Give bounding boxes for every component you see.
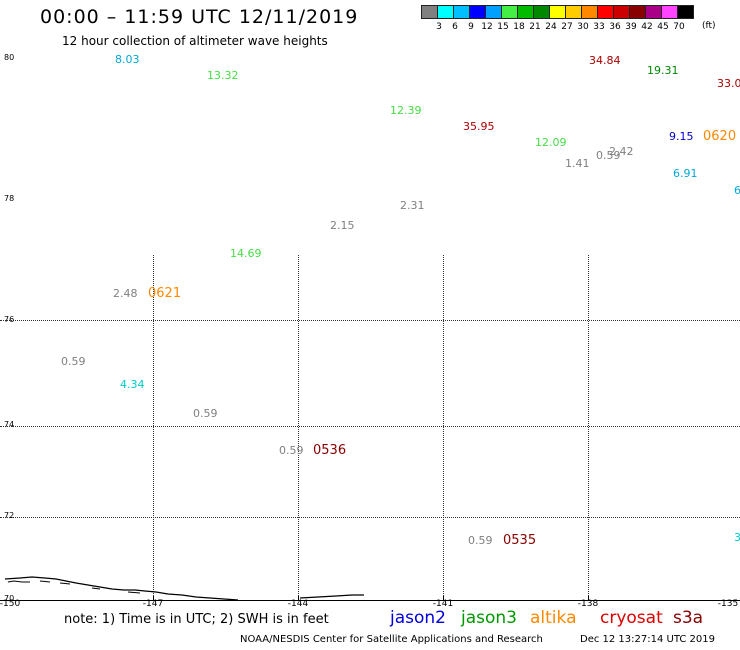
gridline-lat-72 — [0, 517, 740, 518]
wave-height-value: 1.41 — [565, 157, 590, 170]
legend-swatch — [645, 5, 662, 19]
wave-height-value: 4.34 — [120, 378, 145, 391]
wave-height-value: 14.69 — [230, 247, 262, 260]
lat-label: 70 — [4, 594, 15, 603]
wave-height-value: 0.59 — [279, 444, 304, 457]
wave-height-value: 33.0 — [717, 77, 740, 90]
axis-tick — [298, 596, 299, 601]
legend-swatch — [453, 5, 470, 19]
gridline-lon-141 — [443, 255, 444, 600]
generated-timestamp: Dec 12 13:27:14 UTC 2019 — [580, 634, 715, 645]
pass-time-label: 0536 — [313, 443, 347, 458]
legend-swatch — [437, 5, 454, 19]
legend-label: 36 — [609, 22, 621, 32]
wave-height-value: 0.59 — [193, 407, 218, 420]
wave-height-value: 0.59 — [468, 534, 493, 547]
credit-line: NOAA/NESDIS Center for Satellite Applica… — [240, 634, 543, 645]
legend-label: 15 — [497, 22, 509, 32]
wave-height-value: 8.03 — [115, 53, 140, 66]
legend-swatch — [421, 5, 438, 19]
legend-swatch — [597, 5, 614, 19]
map-subtitle: 12 hour collection of altimeter wave hei… — [62, 34, 328, 48]
map-bottom-frame — [0, 600, 740, 601]
satellite-cryosat: cryosat — [600, 608, 663, 628]
legend-label: 9 — [468, 22, 474, 32]
satellite-s3a: s3a — [673, 608, 704, 628]
units-note: note: 1) Time is in UTC; 2) SWH is in fe… — [64, 612, 329, 627]
legend-swatch — [565, 5, 582, 19]
wave-height-value: 6 — [734, 184, 740, 197]
satellite-jason3: jason3 — [461, 608, 517, 628]
map-title: 00:00 – 11:59 UTC 12/11/2019 — [40, 6, 359, 28]
gridline-lat-76 — [0, 320, 740, 321]
legend-label: 33 — [593, 22, 605, 32]
lon-label: -150 — [0, 599, 21, 609]
legend-label: 30 — [577, 22, 589, 32]
legend-label: 18 — [513, 22, 525, 32]
lon-label: -138 — [577, 599, 599, 609]
legend-label: 42 — [641, 22, 653, 32]
legend-swatch — [677, 5, 694, 19]
gridline-lon-147 — [153, 255, 154, 600]
wave-height-value: 19.31 — [647, 64, 679, 77]
pass-time-label: 0621 — [148, 286, 182, 301]
legend-swatch — [629, 5, 646, 19]
legend-unit: (ft) — [702, 21, 716, 31]
wave-height-value: 0.59 — [61, 355, 86, 368]
legend-label: 45 — [657, 22, 669, 32]
legend-label: 24 — [545, 22, 557, 32]
legend-label: 21 — [529, 22, 541, 32]
legend-label: 6 — [452, 22, 458, 32]
wave-height-value: 12.09 — [535, 136, 567, 149]
axis-tick — [443, 596, 444, 601]
legend-label: 70 — [673, 22, 685, 32]
wave-height-value: 2.48 — [113, 287, 138, 300]
lat-label: 74 — [4, 420, 15, 429]
wave-height-value: 34.84 — [589, 54, 621, 67]
lon-label: -147 — [142, 599, 164, 609]
legend-label: 27 — [561, 22, 573, 32]
legend-swatch — [581, 5, 598, 19]
lon-label: -144 — [287, 599, 309, 609]
pass-time-label: 0535 — [503, 533, 537, 548]
legend-swatch — [501, 5, 518, 19]
axis-tick — [588, 596, 589, 601]
wave-height-value: 2.42 — [609, 145, 634, 158]
wave-height-value: 3 — [734, 531, 740, 544]
color-legend — [421, 5, 694, 19]
legend-swatch — [661, 5, 678, 19]
gridline-lon-144 — [298, 255, 299, 600]
lon-label: -135 — [717, 599, 739, 609]
legend-swatch — [517, 5, 534, 19]
pass-time-label: 0620 — [703, 129, 737, 144]
wave-height-value: 12.39 — [390, 104, 422, 117]
wave-height-value: 2.15 — [330, 219, 355, 232]
lat-label: 72 — [4, 511, 15, 520]
lat-label: 78 — [4, 194, 15, 203]
legend-swatch — [613, 5, 630, 19]
legend-swatch — [549, 5, 566, 19]
legend-swatch — [485, 5, 502, 19]
legend-label: 3 — [436, 22, 442, 32]
wave-height-value: 2.31 — [400, 199, 425, 212]
lat-label: 76 — [4, 315, 15, 324]
wave-height-value: 9.15 — [669, 130, 694, 143]
lat-label: 80 — [4, 53, 15, 62]
gridline-lat-74 — [0, 426, 740, 427]
lon-label: -141 — [432, 599, 454, 609]
legend-swatch — [469, 5, 486, 19]
axis-tick — [153, 596, 154, 601]
wave-height-value: 0.59 — [596, 149, 621, 162]
satellite-altika: altika — [530, 608, 577, 628]
wave-height-value: 13.32 — [207, 69, 239, 82]
wave-height-value: 6.91 — [673, 167, 698, 180]
gridline-lon-138 — [588, 255, 589, 600]
legend-swatch — [533, 5, 550, 19]
satellite-jason2: jason2 — [390, 608, 446, 628]
legend-label: 12 — [481, 22, 493, 32]
legend-label: 39 — [625, 22, 637, 32]
alaska-coastline — [4, 576, 364, 601]
wave-height-value: 35.95 — [463, 120, 495, 133]
